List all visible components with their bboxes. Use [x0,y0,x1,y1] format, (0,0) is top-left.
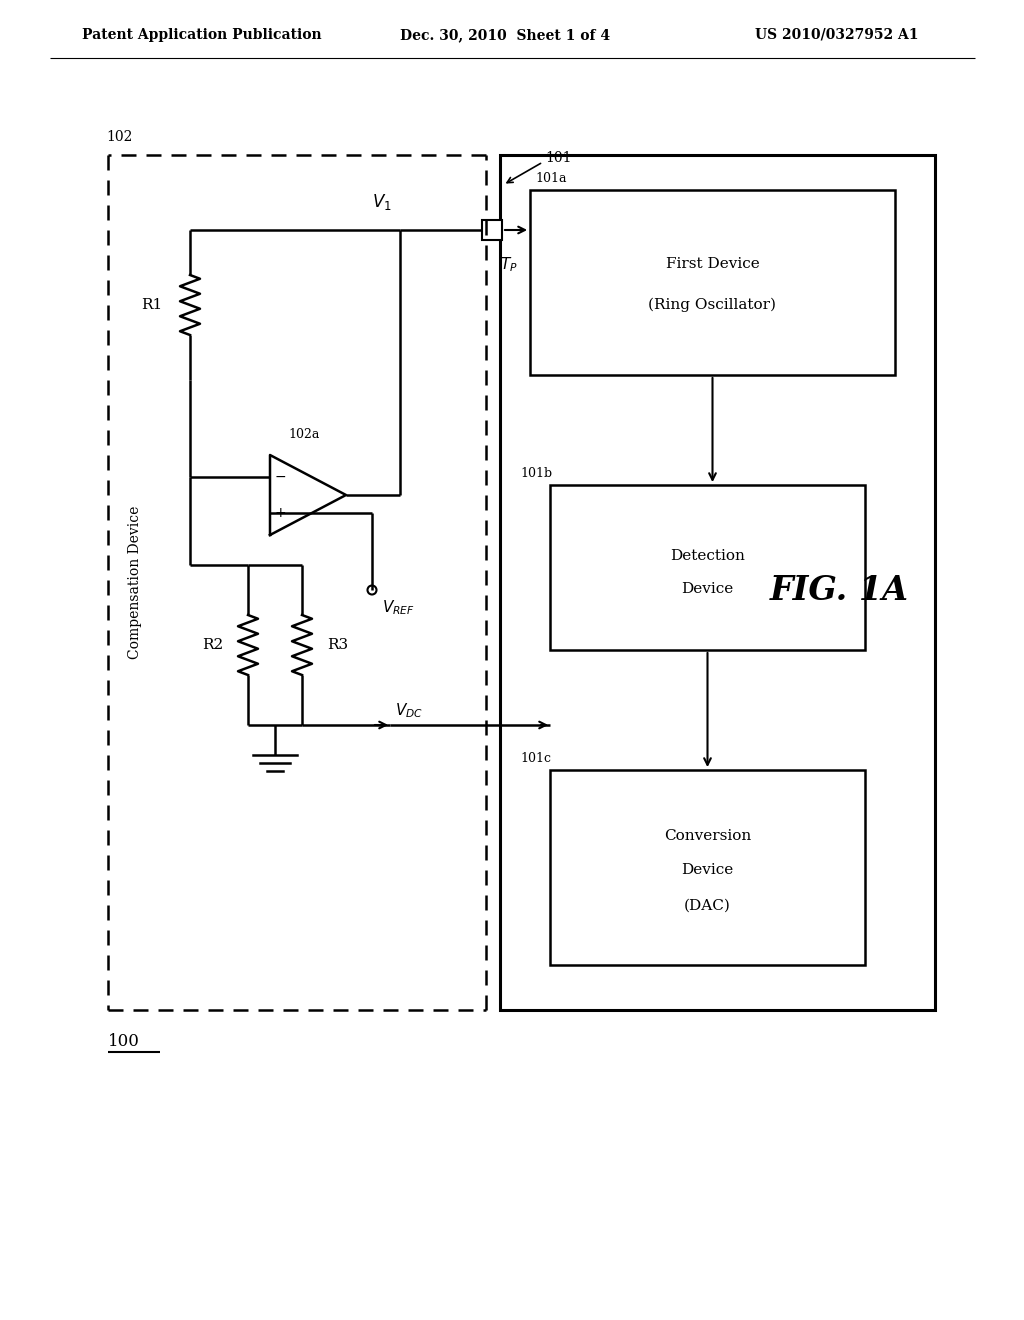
Text: Compensation Device: Compensation Device [128,506,142,659]
Text: FIG. 1A: FIG. 1A [770,573,909,606]
Text: R3: R3 [327,638,348,652]
Text: Device: Device [681,862,733,876]
Text: US 2010/0327952 A1: US 2010/0327952 A1 [755,28,919,42]
Text: First Device: First Device [666,257,760,272]
Text: Device: Device [681,582,733,597]
Bar [500,154,935,1010]
Text: Detection: Detection [670,549,744,562]
Text: −: − [274,470,286,484]
Text: (Ring Oscillator): (Ring Oscillator) [648,297,776,312]
Text: 100: 100 [108,1034,140,1051]
Text: 102a: 102a [288,429,319,441]
Text: $V_{DC}$: $V_{DC}$ [395,701,423,719]
Text: 102: 102 [106,129,132,144]
Text: 101: 101 [545,150,571,165]
Text: Dec. 30, 2010  Sheet 1 of 4: Dec. 30, 2010 Sheet 1 of 4 [400,28,610,42]
Text: R1: R1 [140,298,162,312]
Text: Patent Application Publication: Patent Application Publication [82,28,322,42]
Text: $V_1$: $V_1$ [372,191,392,213]
Text: 101c: 101c [520,751,551,764]
Text: $T_P$: $T_P$ [500,255,518,273]
Text: $V_{REF}$: $V_{REF}$ [382,598,415,616]
Text: 101b: 101b [520,466,552,479]
Text: +: + [274,506,286,520]
Bar [530,190,895,375]
Text: Conversion: Conversion [664,829,752,842]
Bar [482,220,502,240]
Text: R2: R2 [202,638,223,652]
Bar [550,484,865,649]
Bar [550,770,865,965]
Text: (DAC): (DAC) [684,899,731,912]
Text: 101a: 101a [535,172,566,185]
